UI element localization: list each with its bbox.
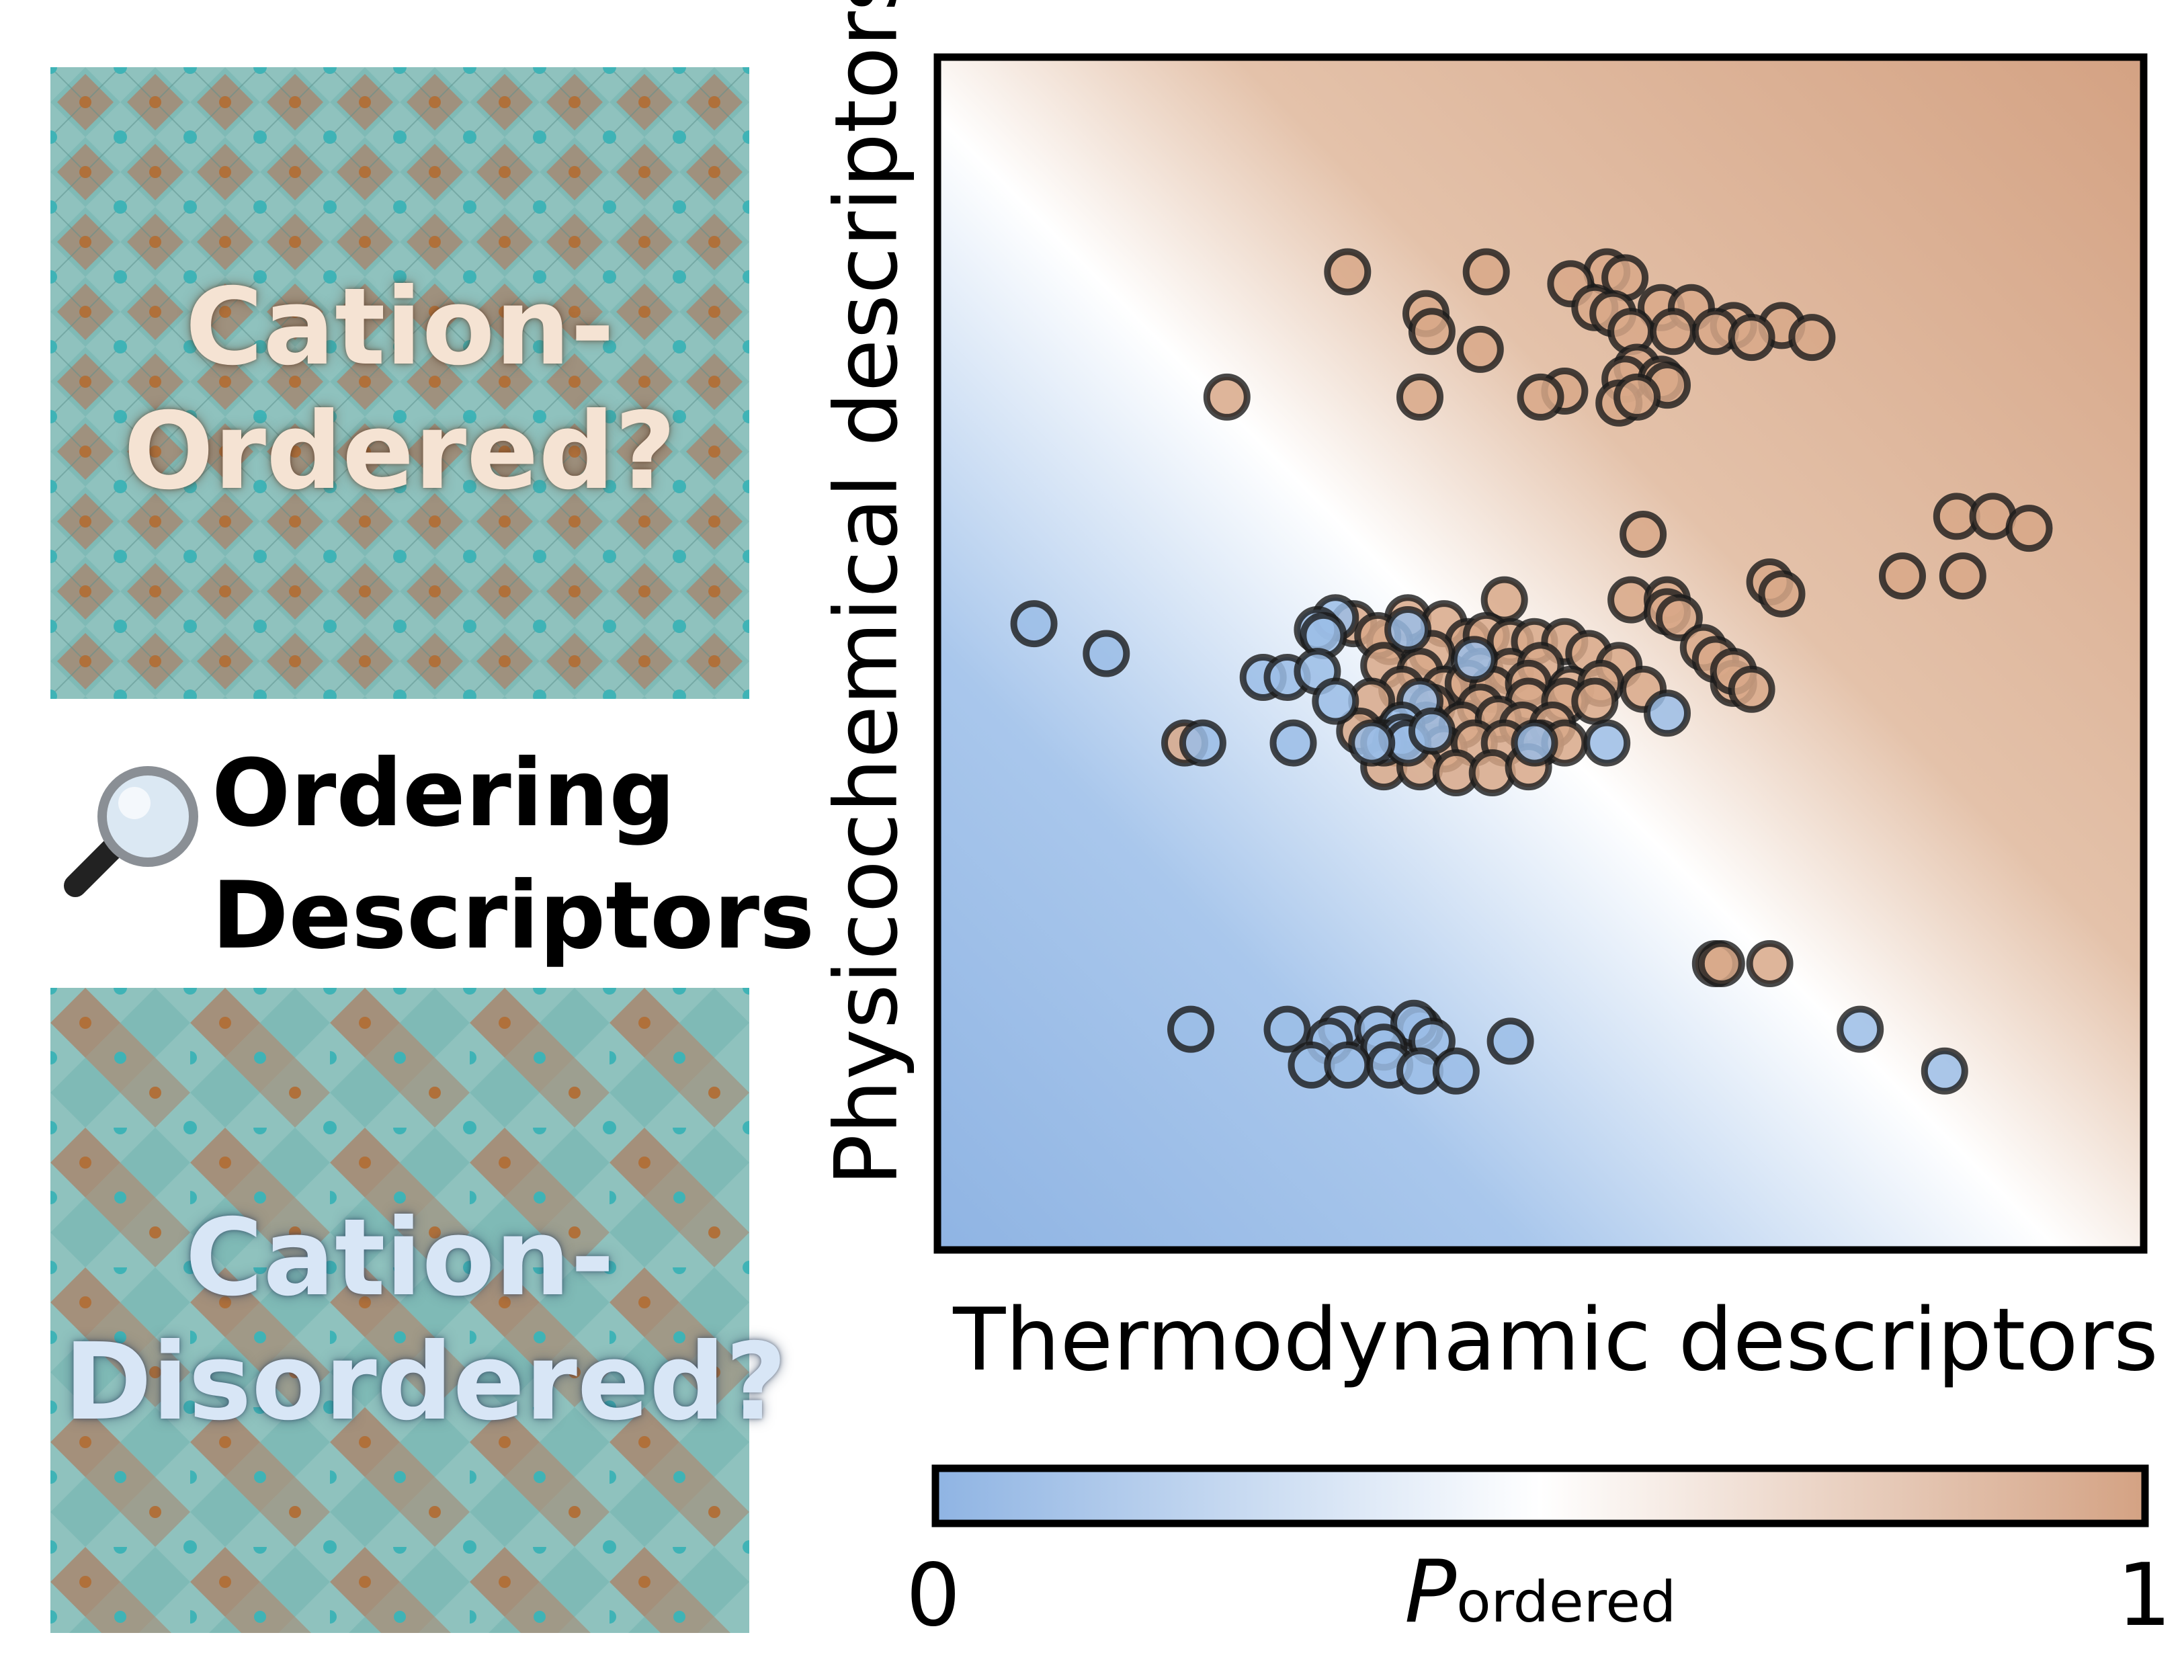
disordered-point-20 (1583, 719, 1631, 767)
ordered-point-41 (1655, 594, 1703, 642)
disordered-point-1 (1083, 630, 1130, 677)
ordering-descriptors-title: Ordering Descriptors (212, 732, 814, 977)
disordered-point-22 (1348, 719, 1396, 767)
disordered-point-38 (1837, 1005, 1884, 1053)
disordered-point-12 (1644, 689, 1691, 737)
disordered-point-34 (1324, 1041, 1372, 1089)
x-axis-label: Thermodynamic descriptors (953, 1290, 2158, 1390)
colorbar (931, 1464, 2149, 1527)
colorbar-min-label: 0 (906, 1546, 961, 1646)
ordered-crystal-image (50, 67, 749, 699)
disordered-point-19 (1511, 719, 1558, 767)
ordered-point-33 (1879, 552, 1926, 600)
magnifying-glass-icon (64, 766, 198, 897)
ordered-point-25 (1203, 373, 1251, 421)
ordered-point-29 (1620, 511, 1667, 558)
ordered-point-17 (1788, 314, 1836, 362)
disordered-point-9 (1450, 636, 1498, 683)
ordered-point-72 (1728, 665, 1775, 713)
disordered-point-0 (1010, 600, 1058, 648)
ordered-point-0 (1324, 248, 1372, 296)
ordered-label: Cation- Ordered? (64, 265, 736, 514)
colorbar-label: Pordered (1404, 1542, 1676, 1642)
ordered-point-32 (2005, 505, 2053, 552)
colorbar-label-symbol: P (1404, 1542, 1457, 1642)
ordered-point-12 (1408, 308, 1456, 355)
ordered-point-16 (1728, 314, 1775, 362)
disordered-point-18 (1408, 707, 1456, 755)
colorbar-max-label: 1 (2117, 1546, 2172, 1646)
ordered-point-36 (1758, 570, 1806, 618)
disordered-point-23 (1167, 1005, 1214, 1053)
ordered-point-78 (1571, 677, 1619, 725)
ordered-label-line2: Ordered? (123, 390, 677, 513)
disordered-point-10 (1312, 677, 1359, 725)
disordered-point-32 (1486, 1017, 1534, 1065)
ordered-point-98 (1697, 940, 1745, 987)
disordered-label-line2: Disordered? (64, 1320, 787, 1444)
disordered-crystal-image (50, 988, 749, 1633)
disordered-point-24 (1263, 1005, 1311, 1053)
disordered-label: Cation- Disordered? (64, 1196, 787, 1445)
ordered-point-14 (1649, 308, 1697, 355)
ordered-point-34 (1939, 552, 1986, 600)
ordered-label-line1: Cation- (185, 265, 615, 389)
disordered-point-21 (1179, 719, 1226, 767)
plot-frame (933, 53, 2148, 1254)
y-axis-label: Physicochemical descriptors (816, 0, 917, 1186)
disordered-point-14 (1269, 719, 1317, 767)
disordered-point-37 (1432, 1047, 1480, 1095)
colorbar-label-subscript: ordered (1456, 1569, 1677, 1635)
ordered-point-1 (1462, 248, 1510, 296)
disordered-label-line1: Cation- (185, 1196, 615, 1320)
ordered-point-26 (1517, 373, 1564, 421)
ordered-point-28 (1613, 373, 1661, 421)
disordered-point-5 (1384, 606, 1432, 653)
disordered-point-39 (1921, 1047, 1968, 1095)
ordered-point-18 (1456, 325, 1504, 373)
title-line1: Ordering (212, 739, 676, 847)
points-layer (1010, 248, 2053, 1095)
title-line2: Descriptors (212, 862, 815, 970)
ordered-point-24 (1396, 373, 1443, 421)
ordered-point-99 (1746, 940, 1794, 987)
